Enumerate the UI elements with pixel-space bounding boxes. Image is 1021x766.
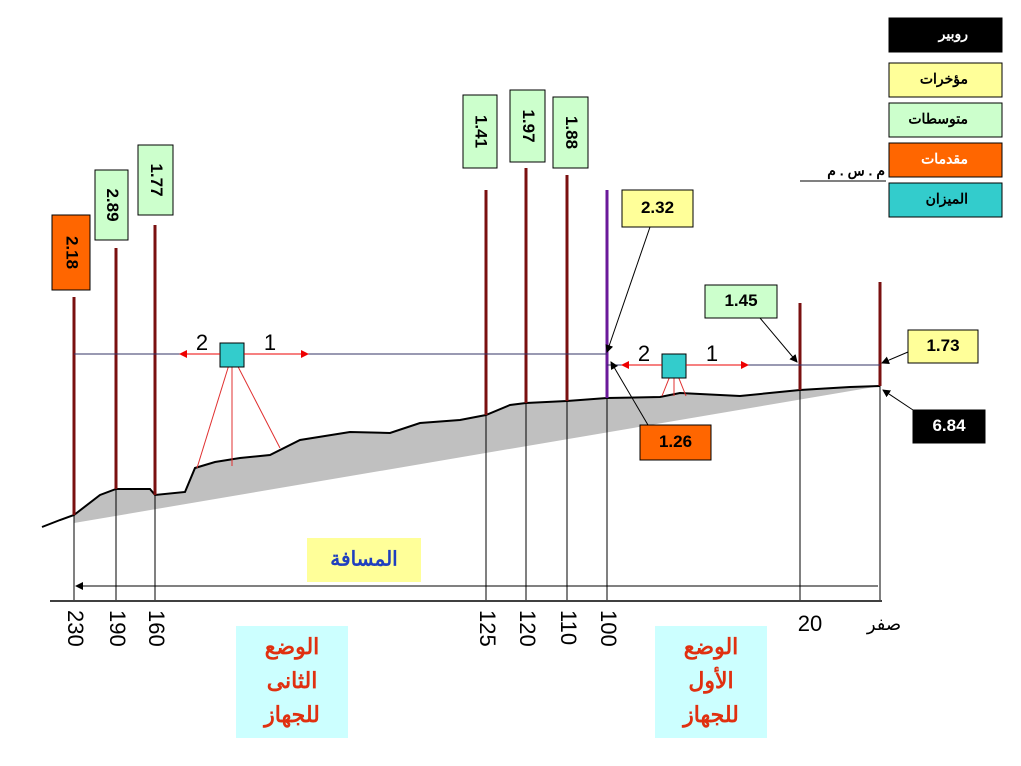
- reading-value: 1.41: [472, 115, 491, 148]
- reading-value: 1.88: [562, 116, 581, 149]
- distance-tick: 20: [798, 611, 822, 636]
- reading-value: 1.77: [147, 163, 166, 196]
- legend-label: مؤخرات: [920, 71, 968, 88]
- reading-box: [137, 144, 174, 216]
- reading-box: [621, 189, 694, 228]
- station-label: للجهاز: [681, 702, 739, 728]
- distance-tick: 230: [63, 610, 88, 647]
- reading-box: [51, 214, 91, 291]
- distance-tick: 160: [144, 610, 169, 647]
- direction-label: 2: [638, 341, 650, 366]
- reading-box: [639, 424, 712, 461]
- legend-label: الميزان: [926, 191, 968, 208]
- reading-value: 6.84: [932, 416, 966, 435]
- legend-box: [888, 62, 1003, 98]
- tripod-leg: [196, 354, 233, 469]
- direction-label: 1: [264, 330, 276, 355]
- distance-tick: 125: [475, 610, 500, 647]
- distance-tick: 110: [556, 610, 581, 645]
- station-box: [236, 626, 348, 738]
- distance-tick: صفر: [866, 614, 901, 635]
- legend-label: روبير: [938, 26, 969, 43]
- reading-value: 2.18: [63, 236, 82, 269]
- direction-label: 1: [706, 341, 718, 366]
- station-label: الوضع: [684, 634, 739, 660]
- station-label: الوضع: [265, 634, 320, 660]
- tripod-leg: [231, 354, 281, 449]
- distance-box: [307, 538, 421, 582]
- distance-tick: 190: [105, 610, 130, 647]
- reading-value: 1.73: [926, 336, 959, 355]
- reading-box: [94, 169, 129, 241]
- ground-profile: [41, 385, 881, 528]
- station-label: الأول: [688, 666, 733, 694]
- reading-box: [912, 409, 986, 444]
- reading-box: [907, 329, 979, 364]
- leader-arrow: [610, 361, 649, 426]
- legend-box: [888, 17, 1003, 53]
- reading-value: 2.89: [103, 188, 122, 221]
- reading-box: [704, 284, 778, 319]
- legend-box: [888, 142, 1003, 178]
- distance-tick: 100: [596, 610, 621, 647]
- leader-arrow: [605, 226, 651, 353]
- station-label: للجهاز: [262, 702, 320, 728]
- distance-label: المسافة: [330, 548, 397, 570]
- reading-value: 1.45: [724, 291, 757, 310]
- reading-box: [462, 94, 498, 169]
- reading-value: 1.26: [659, 432, 692, 451]
- reading-box: [509, 89, 546, 163]
- legend-label: متوسطات: [908, 111, 968, 128]
- legend-box: [888, 102, 1003, 138]
- reading-value: 1.97: [519, 109, 538, 142]
- station-box: [655, 626, 767, 738]
- instrument: [661, 353, 687, 379]
- station-label: الثانى: [267, 668, 318, 693]
- legend-box: [888, 182, 1003, 218]
- datum-label: م . س . م: [827, 163, 885, 180]
- reading-box: [552, 96, 589, 169]
- leader-arrow: [882, 389, 914, 411]
- ground-fill: [74, 386, 880, 523]
- leader-arrow: [759, 317, 798, 363]
- distance-tick: 120: [515, 610, 540, 647]
- legend-label: مقدمات: [921, 151, 968, 167]
- leader-arrow: [881, 351, 909, 364]
- instrument: [219, 342, 245, 368]
- reading-value: 2.32: [641, 198, 674, 217]
- direction-label: 2: [196, 330, 208, 355]
